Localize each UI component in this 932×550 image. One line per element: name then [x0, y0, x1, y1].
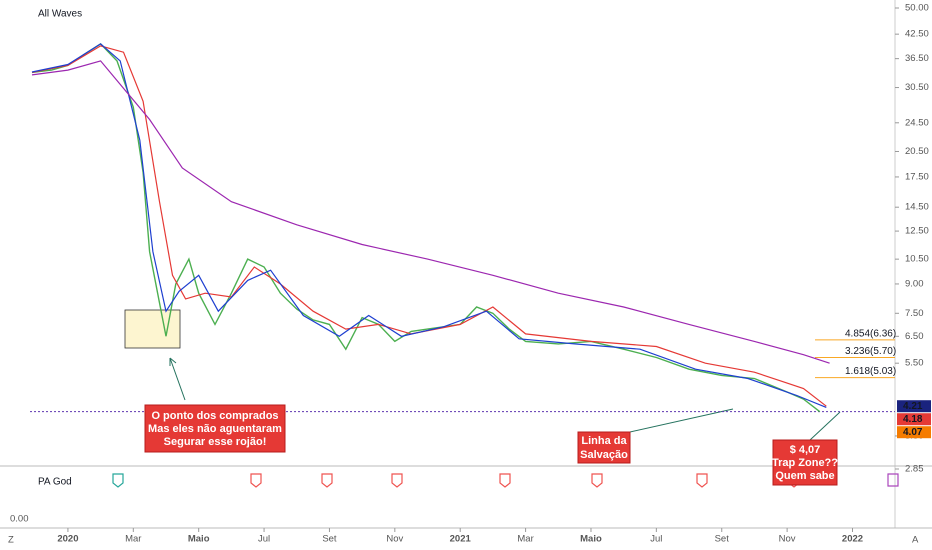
x-tick-label: Nov — [779, 534, 796, 545]
x-tick-label: Mar — [125, 534, 141, 545]
x-tick-label: Jul — [258, 534, 270, 545]
chart-title: All Waves — [38, 9, 82, 20]
x-tick-label: 2021 — [450, 534, 472, 545]
annotation-text: Mas eles não aguentaram — [148, 423, 282, 435]
arrow — [809, 411, 841, 441]
annotation-text: Segurar esse rojão! — [164, 436, 267, 448]
y-tick-label: 2.85 — [905, 464, 924, 475]
corner-right: A — [912, 535, 919, 546]
y-tick-label: 5.50 — [905, 358, 924, 369]
corner-left: Z — [8, 535, 14, 546]
x-tick-label: Mar — [517, 534, 533, 545]
y-tick-label: 20.50 — [905, 146, 929, 157]
price-tag — [897, 400, 931, 413]
series-line — [31, 45, 827, 407]
x-tick-label: 2020 — [57, 534, 78, 545]
y-tick-label: 30.50 — [905, 82, 929, 93]
indicator-title: PA God — [38, 477, 72, 488]
price-tag-label: 4.18 — [903, 414, 923, 425]
price-tag — [897, 413, 931, 426]
y-tick-label: 9.00 — [905, 278, 924, 289]
y-tick-label: 50.00 — [905, 3, 929, 14]
x-tick-label: Set — [322, 534, 337, 545]
annotation-text: Trap Zone?? — [772, 457, 838, 469]
annotation-box — [144, 404, 286, 453]
y-tick-label: 10.50 — [905, 254, 929, 265]
x-tick-label: Maio — [580, 534, 602, 545]
y-tick-label: 17.50 — [905, 171, 929, 182]
price-tag-label: 4.21 — [903, 401, 923, 412]
annotation-text: Quem sabe — [775, 470, 834, 482]
annotation-text: Salvação — [580, 449, 628, 461]
x-tick-label: Jul — [650, 534, 662, 545]
x-tick-label: Nov — [386, 534, 403, 545]
arrow — [629, 408, 734, 433]
x-tick-label: Set — [715, 534, 730, 545]
series-line — [31, 43, 827, 408]
x-tick-label: Maio — [188, 534, 210, 545]
annotation-text: Linha da — [581, 435, 627, 447]
annotation-text: $ 4,07 — [790, 444, 821, 456]
annotation-text: O ponto dos comprados — [151, 410, 278, 422]
y-tick-label: 12.50 — [905, 226, 929, 237]
price-tag-label: 4.07 — [903, 427, 923, 438]
y-tick-label: 7.50 — [905, 308, 924, 319]
fib-label: 1.618(5.03) — [845, 366, 896, 377]
y-tick-label: 14.50 — [905, 202, 929, 213]
fib-label: 3.236(5.70) — [845, 346, 896, 357]
y-tick-label: 36.50 — [905, 53, 929, 64]
y-tick-label: 24.50 — [905, 117, 929, 128]
annotation-box — [772, 439, 838, 486]
y-tick-label: 42.50 — [905, 29, 929, 40]
highlight-box — [124, 309, 181, 349]
y-tick-label: 6.50 — [905, 331, 924, 342]
annotation-box — [577, 431, 631, 464]
arrow — [169, 357, 186, 401]
price-tag — [897, 426, 931, 439]
indicator-value: 0.00 — [10, 514, 29, 525]
fib-label: 4.854(6.36) — [845, 328, 896, 339]
x-tick-label: 2022 — [842, 534, 863, 545]
series-line — [31, 60, 830, 364]
